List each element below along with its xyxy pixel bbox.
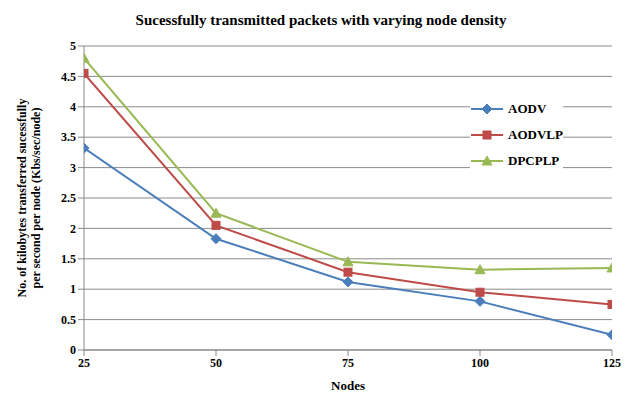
html-text:Sucessfully transmitted packet: Sucessfully transmitted packets with var… — [135, 12, 507, 28]
svg-text:100: 100 — [471, 356, 489, 370]
svg-text:4: 4 — [70, 100, 76, 114]
svg-text:4.5: 4.5 — [61, 70, 76, 84]
html-text:AODV: AODV — [508, 101, 547, 116]
svg-text:Nodes: Nodes — [331, 378, 365, 393]
svg-text:50: 50 — [210, 356, 222, 370]
svg-text:1.5: 1.5 — [61, 252, 76, 266]
html-text:DPCPLP: DPCPLP — [508, 153, 560, 168]
svg-text:125: 125 — [603, 356, 621, 370]
svg-text:2: 2 — [70, 222, 76, 236]
svg-text:25: 25 — [78, 356, 90, 370]
svg-text:3.5: 3.5 — [61, 130, 76, 144]
svg-text:5: 5 — [70, 39, 76, 53]
html-text:AODVLP: AODVLP — [508, 127, 563, 142]
svg-text:1: 1 — [70, 282, 76, 296]
svg-text:3: 3 — [70, 161, 76, 175]
svg-text:75: 75 — [342, 356, 354, 370]
svg-text:2.5: 2.5 — [61, 191, 76, 205]
svg-text:No. of kilobytes transferred s: No. of kilobytes transferred sucessfully… — [15, 99, 43, 298]
svg-text:0: 0 — [70, 343, 76, 357]
svg-text:0.5: 0.5 — [61, 313, 76, 327]
